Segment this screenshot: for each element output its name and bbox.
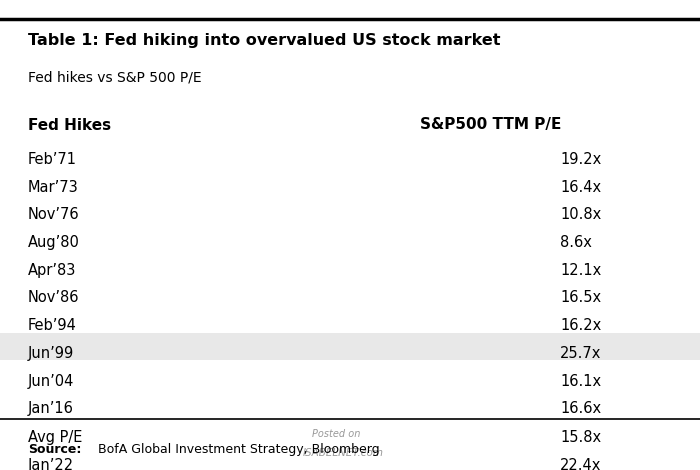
Text: Source:: Source: [28,443,81,456]
Text: Nov’76: Nov’76 [28,207,80,222]
Text: 16.1x: 16.1x [560,374,601,389]
Text: BofA Global Investment Strategy, Bloomberg: BofA Global Investment Strategy, Bloombe… [90,443,379,456]
Text: 12.1x: 12.1x [560,263,601,278]
Text: 10.8x: 10.8x [560,207,601,222]
Text: Mar’73: Mar’73 [28,180,78,195]
Text: 16.2x: 16.2x [560,318,601,333]
Text: Jan’16: Jan’16 [28,401,74,416]
Text: Jan’22: Jan’22 [28,458,74,470]
Bar [0,333,700,360]
Text: Nov’86: Nov’86 [28,290,80,306]
Text: 16.6x: 16.6x [560,401,601,416]
Text: Table 1: Fed hiking into overvalued US stock market: Table 1: Fed hiking into overvalued US s… [28,33,500,48]
Text: 19.2x: 19.2x [560,152,601,167]
Text: 16.4x: 16.4x [560,180,601,195]
Text: 22.4x: 22.4x [560,458,601,470]
Text: Avg P/E: Avg P/E [28,431,83,445]
Text: Fed Hikes: Fed Hikes [28,118,111,133]
Text: 8.6x: 8.6x [560,235,592,250]
Text: 25.7x: 25.7x [560,346,601,361]
Text: 16.5x: 16.5x [560,290,601,306]
Text: 15.8x: 15.8x [560,431,601,445]
Text: Fed hikes vs S&P 500 P/E: Fed hikes vs S&P 500 P/E [28,70,202,85]
Text: Apr’83: Apr’83 [28,263,76,278]
Text: Aug’80: Aug’80 [28,235,80,250]
Text: ISABELNET.com: ISABELNET.com [302,448,384,458]
Text: Feb’94: Feb’94 [28,318,77,333]
Text: Jun’04: Jun’04 [28,374,74,389]
Text: S&P500 TTM P/E: S&P500 TTM P/E [420,118,561,133]
Text: Feb’71: Feb’71 [28,152,77,167]
Text: Posted on: Posted on [312,429,360,439]
Text: Jun’99: Jun’99 [28,346,74,361]
